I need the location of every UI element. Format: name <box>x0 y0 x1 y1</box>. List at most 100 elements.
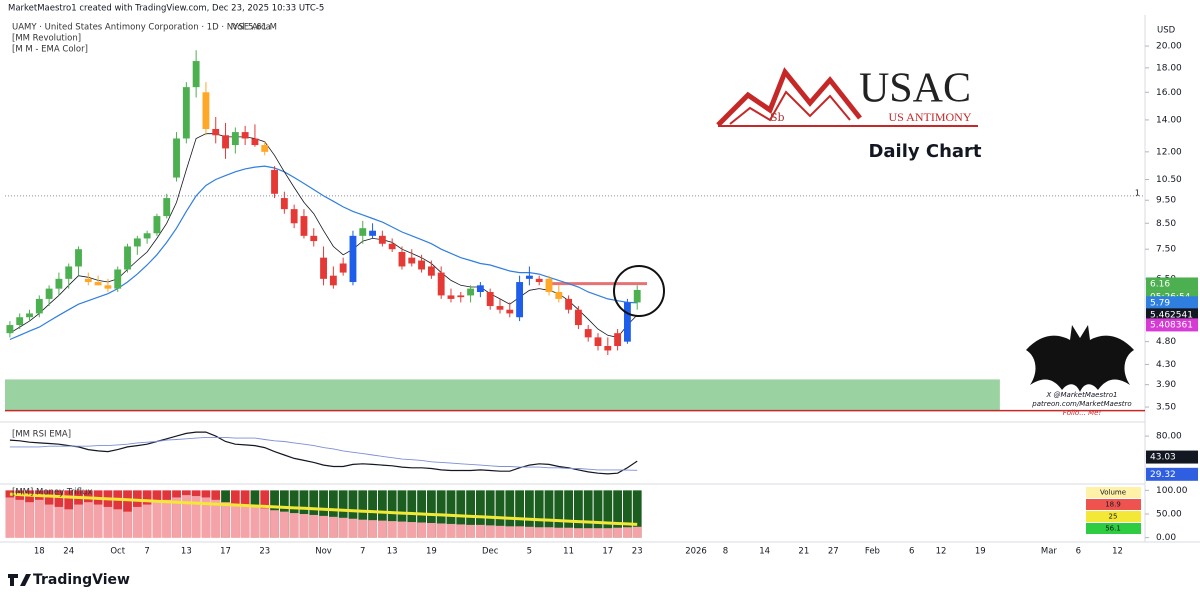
candle-body <box>418 260 426 270</box>
candle-body <box>182 87 190 139</box>
logo-tagline: US ANTIMONY <box>888 110 971 124</box>
flow-bar <box>397 521 407 538</box>
flow-bar <box>348 518 358 538</box>
candle-body <box>55 278 63 289</box>
flow-bar <box>309 514 319 538</box>
flow-bar <box>622 527 632 538</box>
watermark-text: patreon.com/MarketMaestro <box>1031 400 1131 408</box>
candle-body <box>261 145 269 152</box>
flow-bar <box>495 525 505 538</box>
candle-body <box>369 230 376 236</box>
flow-bar <box>603 528 613 538</box>
flow-bar <box>456 524 466 538</box>
y-tick-label: 20.00 <box>1156 42 1182 52</box>
flow-bar <box>201 497 211 538</box>
price-tag-label: 29.32 <box>1150 470 1176 480</box>
flow-bar <box>152 502 162 538</box>
candle-body <box>114 269 122 289</box>
candle-body <box>133 238 141 247</box>
flow-bar <box>426 522 436 538</box>
flow-bar <box>446 523 456 538</box>
flow-bar <box>123 511 132 538</box>
candle-body <box>310 235 318 242</box>
brand-icon <box>8 574 31 586</box>
flow-bar <box>368 520 377 538</box>
x-tick-label: 27 <box>828 547 839 557</box>
flow-bar <box>162 499 172 538</box>
flow-bar <box>328 516 338 538</box>
candle-body <box>437 272 445 296</box>
indicator-name: [MM Revolution] <box>12 34 81 44</box>
price-tag <box>1146 467 1198 481</box>
candle-body <box>506 309 514 314</box>
flow-bar <box>44 504 54 538</box>
candle-body <box>565 298 573 310</box>
candle-body <box>457 295 465 298</box>
candle-body <box>388 243 396 250</box>
flow-bar <box>93 504 103 538</box>
candle-body <box>408 257 416 264</box>
x-tick-label: 13 <box>387 547 398 557</box>
x-tick-label: Feb <box>865 547 880 557</box>
table-cell <box>1086 523 1141 534</box>
candle-body <box>329 275 337 286</box>
flow-bar <box>456 490 466 538</box>
flow-bar <box>613 527 623 538</box>
flow-bar <box>221 502 230 538</box>
table-value: 18.9 <box>1105 501 1121 509</box>
candle-body <box>339 263 347 273</box>
flow-bar <box>417 522 426 538</box>
flow-bar <box>632 490 642 538</box>
y-tick-label: 10.50 <box>1156 175 1182 185</box>
flow-bar <box>603 490 613 538</box>
flow-bar <box>515 490 525 538</box>
flow-bar <box>632 526 642 538</box>
candle-body <box>6 325 14 334</box>
flow-bar <box>5 497 15 538</box>
candle-body <box>153 216 161 234</box>
flow-bar <box>25 502 34 538</box>
flow-bar <box>544 527 554 538</box>
x-tick-label: 18 <box>34 547 45 557</box>
y-tick-label: 0.00 <box>1156 533 1176 543</box>
y-tick-label: 3.90 <box>1156 380 1176 390</box>
candle-body <box>604 346 612 351</box>
indicator-line <box>9 431 638 475</box>
flow-bar <box>534 527 544 538</box>
flow-bar <box>368 490 377 538</box>
pane-title: [MM RSI EMA] <box>12 430 71 440</box>
brand-name: TradingView <box>33 572 130 588</box>
candle-body <box>555 291 563 299</box>
candle-body <box>241 132 249 139</box>
volume-label: Vol <box>232 23 245 33</box>
candle-body <box>300 216 308 236</box>
flow-bar <box>485 525 495 538</box>
x-tick-label: 21 <box>798 547 809 557</box>
candle-body <box>525 275 533 279</box>
indicator-line <box>9 436 638 471</box>
flow-bar <box>534 490 544 538</box>
flow-bar <box>583 528 593 538</box>
y-tick-label: 3.50 <box>1156 403 1176 413</box>
flow-bar <box>593 490 603 538</box>
caption: Daily Chart <box>868 141 981 162</box>
flow-bar <box>172 497 181 538</box>
candle-body <box>104 285 112 289</box>
flow-bar <box>348 490 358 538</box>
flow-bar <box>573 490 583 538</box>
bat-icon <box>1026 325 1134 392</box>
flow-bar <box>319 515 328 538</box>
candle-body <box>349 235 357 283</box>
x-tick-label: 19 <box>426 547 437 557</box>
logo-mountains <box>729 90 851 125</box>
flow-bar <box>544 490 554 538</box>
symbol-title: UAMY · United States Antimony Corporatio… <box>12 23 271 33</box>
price-tag-label: 5.79 <box>1150 298 1170 308</box>
candle-body <box>476 285 484 292</box>
flow-bar <box>338 490 348 538</box>
candle-body <box>378 235 386 244</box>
candle-body <box>84 278 92 283</box>
flow-bar <box>564 527 574 538</box>
candle-body <box>65 266 73 279</box>
